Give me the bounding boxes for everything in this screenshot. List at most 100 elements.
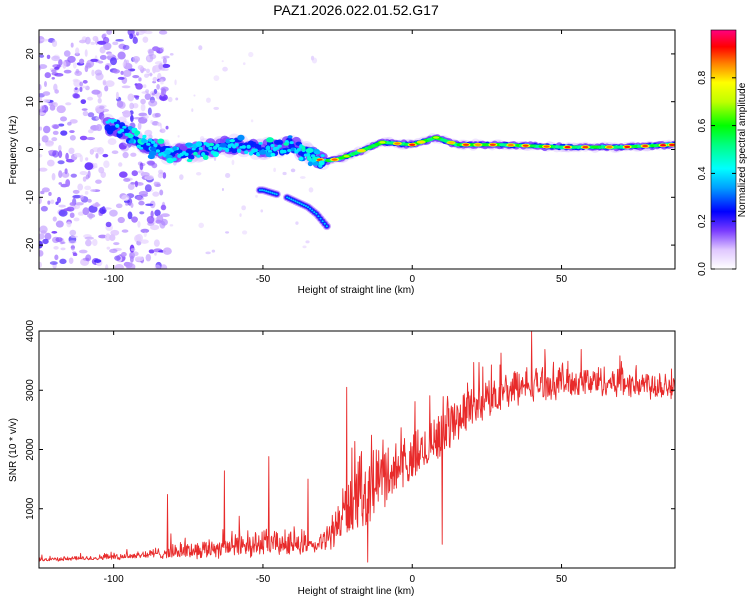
- noise-speck: [145, 203, 154, 207]
- noise-speck: [92, 238, 98, 247]
- noise-speck: [103, 42, 112, 51]
- branch-blob: [292, 199, 295, 202]
- noise-speck: [160, 96, 167, 101]
- noise-speck: [62, 60, 67, 69]
- noise-speck: [160, 264, 168, 269]
- noise-speck: [134, 256, 144, 262]
- noise-speck: [87, 129, 94, 134]
- noise-speck: [53, 246, 59, 250]
- noise-speck: [116, 100, 124, 108]
- track-spot: [212, 151, 219, 158]
- main-track-blob: [146, 142, 151, 146]
- noise-speck: [158, 169, 164, 174]
- noise-speck: [58, 59, 63, 66]
- y-tick-label: 10: [25, 96, 36, 108]
- y-tick-label: -10: [25, 190, 36, 205]
- y-tick-label: 2000: [25, 438, 36, 461]
- branch-blob: [294, 200, 297, 203]
- branch-blob: [258, 189, 262, 192]
- noise-speck: [154, 264, 161, 269]
- noise-speck: [122, 61, 126, 67]
- noise-speck: [231, 159, 235, 166]
- noise-speck: [211, 249, 216, 253]
- noise-speck: [68, 240, 77, 244]
- branch-blob: [267, 190, 270, 193]
- noise-speck: [65, 179, 71, 187]
- noise-speck: [41, 187, 50, 193]
- track-spot: [314, 150, 321, 155]
- noise-speck: [121, 229, 129, 233]
- noise-speck: [114, 255, 121, 261]
- noise-speck: [82, 207, 90, 216]
- main-track-blob: [231, 147, 238, 154]
- noise-speck: [140, 98, 146, 105]
- noise-speck: [42, 238, 49, 245]
- noise-speck: [117, 216, 125, 224]
- track-spot: [127, 133, 134, 139]
- snr-series-line: [39, 331, 675, 563]
- noise-speck: [118, 142, 127, 150]
- noise-speck: [119, 171, 128, 178]
- main-track-blob: [234, 142, 239, 147]
- noise-speck: [72, 194, 82, 199]
- noise-speck: [123, 69, 132, 78]
- track-hotspot: [394, 142, 401, 145]
- noise-speck: [85, 62, 92, 69]
- noise-speck: [140, 228, 150, 233]
- noise-speck: [105, 80, 115, 88]
- noise-speck: [153, 88, 158, 95]
- track-hotspot: [582, 145, 589, 149]
- branch-blob: [260, 189, 264, 192]
- noise-speck: [179, 174, 184, 180]
- noise-speck: [95, 153, 99, 159]
- noise-speck: [117, 51, 126, 60]
- track-spot: [163, 149, 171, 155]
- main-track-blob: [205, 142, 211, 148]
- track-hotspot: [669, 143, 675, 147]
- noise-speck: [144, 184, 152, 193]
- noise-speck: [191, 108, 194, 112]
- noise-speck: [39, 105, 46, 112]
- x-tick-label: 50: [556, 274, 568, 285]
- main-track-blob: [287, 149, 292, 152]
- noise-speck: [52, 150, 59, 158]
- noise-speck: [81, 108, 88, 111]
- noise-speck: [150, 119, 154, 124]
- track-spot: [202, 154, 209, 161]
- branch-blob: [323, 222, 326, 225]
- noise-speck: [137, 220, 141, 228]
- noise-speck: [165, 125, 169, 130]
- noise-speck: [98, 234, 107, 239]
- noise-speck: [39, 64, 48, 69]
- noise-speck: [167, 96, 173, 103]
- noise-speck: [41, 135, 49, 143]
- noise-speck: [295, 221, 299, 225]
- track-spot: [149, 146, 157, 151]
- track-spot: [266, 137, 274, 143]
- noise-speck: [84, 162, 94, 170]
- noise-speck: [162, 172, 167, 179]
- track-spot: [147, 154, 155, 160]
- noise-speck: [58, 144, 62, 152]
- branch-blob: [313, 211, 316, 214]
- track-spot: [172, 146, 178, 151]
- noise-speck: [79, 194, 84, 201]
- noise-speck: [105, 221, 112, 228]
- noise-speck: [51, 230, 58, 234]
- noise-speck: [145, 68, 150, 74]
- noise-speck: [90, 58, 99, 62]
- noise-speck: [39, 225, 48, 234]
- noise-speck: [138, 200, 145, 206]
- main-track-blob: [244, 150, 249, 155]
- noise-speck: [72, 92, 79, 99]
- noise-speck: [158, 79, 164, 83]
- noise-speck: [239, 213, 242, 217]
- noise-speck: [72, 62, 77, 69]
- noise-speck: [86, 137, 96, 141]
- noise-speck: [273, 167, 276, 173]
- noise-speck: [77, 211, 85, 216]
- noise-speck: [153, 181, 157, 186]
- noise-speck: [160, 81, 164, 85]
- noise-speck: [138, 122, 142, 131]
- noise-speck: [120, 70, 124, 75]
